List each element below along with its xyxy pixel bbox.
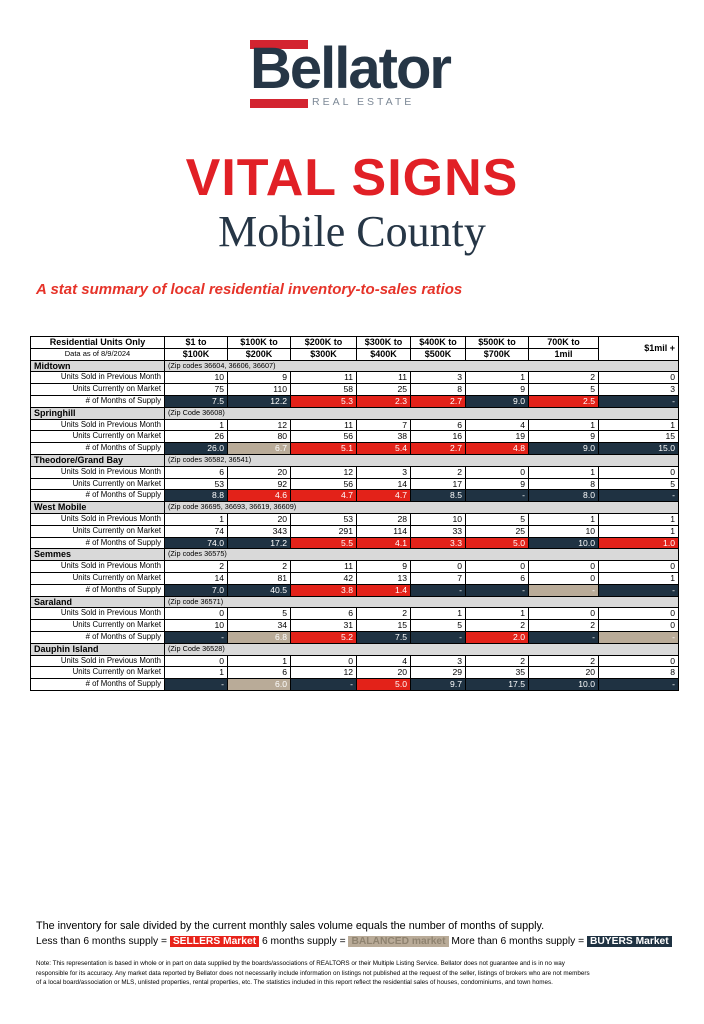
svg-text:Bellator: Bellator: [250, 40, 451, 101]
svg-text:REAL ESTATE: REAL ESTATE: [312, 96, 414, 108]
